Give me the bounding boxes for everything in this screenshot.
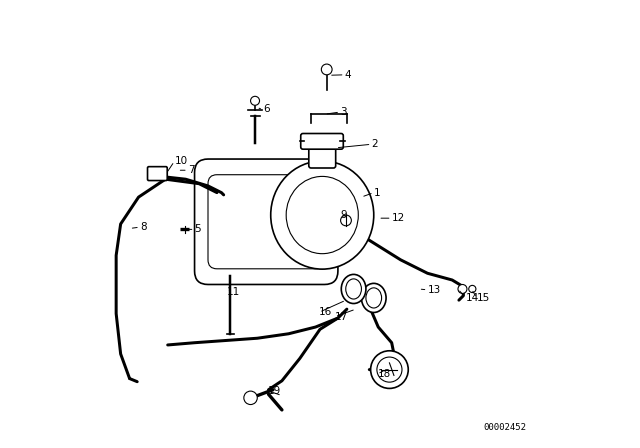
FancyBboxPatch shape: [195, 159, 338, 284]
Circle shape: [458, 284, 467, 293]
Text: 00002452: 00002452: [483, 423, 526, 432]
Text: 8: 8: [140, 222, 147, 232]
Text: 5: 5: [195, 224, 201, 234]
Circle shape: [468, 285, 476, 293]
Ellipse shape: [341, 274, 366, 304]
Text: 6: 6: [263, 104, 269, 114]
Text: 3: 3: [340, 107, 347, 117]
Text: 15: 15: [477, 293, 490, 303]
Circle shape: [244, 391, 257, 405]
Text: 4: 4: [345, 70, 351, 80]
FancyBboxPatch shape: [148, 167, 167, 181]
Circle shape: [321, 64, 332, 75]
Circle shape: [340, 215, 351, 226]
Text: 7: 7: [188, 165, 195, 175]
FancyBboxPatch shape: [301, 134, 343, 149]
Ellipse shape: [362, 284, 386, 313]
Circle shape: [371, 351, 408, 388]
Text: 2: 2: [371, 139, 378, 149]
Text: 13: 13: [428, 285, 441, 295]
FancyBboxPatch shape: [309, 146, 336, 168]
Text: 9: 9: [340, 210, 347, 220]
Text: 16: 16: [319, 307, 332, 317]
Text: 10: 10: [174, 156, 188, 166]
Text: 18: 18: [378, 369, 390, 379]
Text: 14: 14: [466, 293, 479, 303]
Circle shape: [251, 96, 260, 105]
Text: 12: 12: [392, 213, 405, 223]
Text: 11: 11: [227, 287, 241, 297]
Text: 19: 19: [268, 386, 281, 396]
Text: 1: 1: [374, 188, 380, 198]
Text: 17: 17: [335, 312, 348, 322]
Ellipse shape: [271, 161, 374, 269]
